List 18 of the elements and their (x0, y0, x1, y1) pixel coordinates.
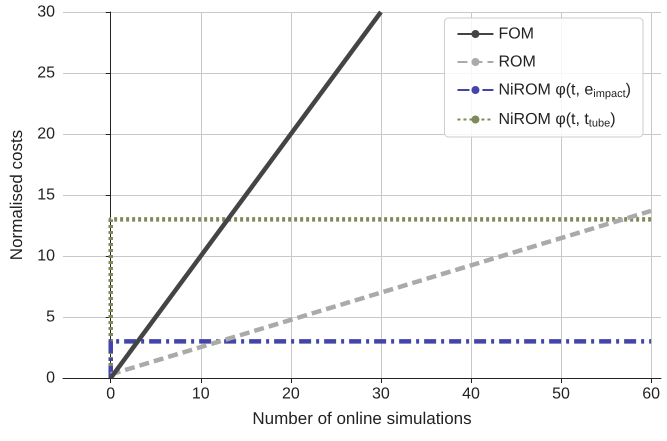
y-tick-label: 15 (37, 186, 56, 204)
x-tick-label: 60 (642, 386, 660, 402)
y-tick-label: 5 (46, 308, 56, 326)
x-tick-label: 0 (106, 386, 116, 402)
y-tick-label: 30 (37, 4, 56, 20)
y-tick-label: 10 (37, 248, 56, 264)
legend-label: ROM (498, 54, 536, 70)
y-tick-label: 20 (37, 126, 56, 142)
x-tick-label: 50 (552, 386, 570, 402)
x-tick-label: 10 (192, 386, 210, 402)
legend-label: FOM (498, 26, 534, 42)
x-axis-title: Number of online simulations (252, 409, 472, 428)
y-tick-label: 0 (46, 370, 56, 386)
x-tick-label: 40 (462, 386, 480, 402)
y-axis-title: Normalised costs (7, 130, 26, 260)
y-tick-label: 25 (37, 64, 56, 82)
x-tick-label: 30 (372, 386, 390, 402)
x-tick-label: 20 (282, 386, 300, 402)
